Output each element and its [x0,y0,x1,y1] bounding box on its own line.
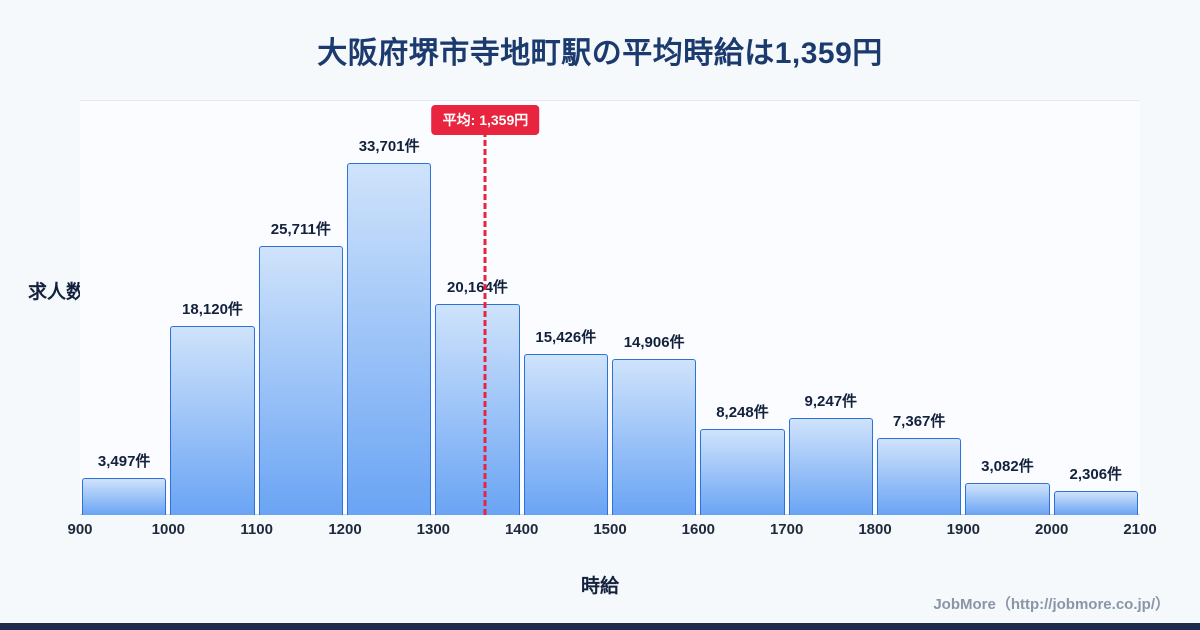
bar-group: 18,120件 [168,101,256,515]
bar-value-label: 33,701件 [358,138,420,155]
x-tick-label: 1600 [681,521,716,538]
x-tick-label: 2100 [1123,521,1157,538]
bar-group: 3,497件 [80,101,168,515]
histogram-bar [788,418,873,515]
histogram-plot: 3,497件 18,120件 25,711件 33,701件 20,164件 15,426… [80,100,1140,515]
x-axis-label: 時給 [580,576,619,597]
bar-group: 25,711件 [257,101,345,515]
bar-value-label: 14,906件 [623,334,685,352]
histogram-bar [346,163,432,515]
bottom-accent-bar [0,623,1200,630]
bar-value-label: 9,247件 [804,393,858,411]
x-tick-label: 1100 [240,521,273,538]
average-badge: 平均: 1,359円 [431,105,540,135]
bar-group: 33,701件 [345,101,433,515]
x-ticks: 900 1000 1100 1200 1300 1400 1500 1600 1700 1800 1… [67,521,1156,541]
histogram-bar [258,246,343,515]
x-tick-label: 1800 [858,521,892,538]
bar-value-label: 8,248件 [716,403,769,421]
x-tick-label: 1000 [151,521,186,538]
y-axis-label: 求人数 [28,282,86,303]
x-tick-label: 2000 [1034,521,1069,538]
x-tick-label: 1500 [593,521,627,538]
x-tick-label: 1900 [946,521,981,538]
average-line [483,131,487,515]
histogram-bar [965,482,1050,515]
histogram-bar [1053,490,1138,515]
histogram-bar [611,359,697,515]
bar-group: 20,164件 [433,101,521,515]
x-axis-baseline [80,514,1140,515]
bar-value-label: 25,711件 [270,221,331,239]
x-tick-label: 1300 [416,521,451,538]
bar-group: 9,247件 [787,101,875,515]
bar-value-label: 15,426件 [535,328,597,346]
bar-group: 7,367件 [875,101,963,515]
bars: 3,497件 18,120件 25,711件 33,701件 20,164件 15,426… [80,101,1140,515]
x-tick-label: 1400 [504,521,539,538]
bar-value-label: 20,164件 [447,279,508,297]
histogram-bar [170,325,255,515]
histogram-bar [523,353,608,515]
x-tick-label: 1200 [328,521,362,538]
bar-group: 8,248件 [698,101,786,515]
chart-title: 大阪府堺市寺地町駅の平均時給は1,359円 [317,37,883,70]
bar-value-label: 18,120件 [182,300,243,318]
footer-credit: JobMore（http://jobmore.co.jp/） [933,596,1170,613]
bar-group: 2,306件 [1052,101,1140,515]
histogram-bar [435,304,520,515]
bar-value-label: 3,497件 [97,453,151,471]
histogram-bar [700,428,785,515]
bar-value-label: 3,082件 [981,457,1034,475]
bar-group: 15,426件 [522,101,610,515]
histogram-bar [82,478,167,515]
x-tick-label: 900 [67,521,93,538]
bar-value-label: 7,367件 [892,413,946,431]
bar-group: 14,906件 [610,101,698,515]
histogram-bar [876,438,962,515]
bar-value-label: 2,306件 [1069,465,1123,483]
bar-group: 3,082件 [963,101,1051,515]
x-tick-label: 1700 [769,521,804,538]
